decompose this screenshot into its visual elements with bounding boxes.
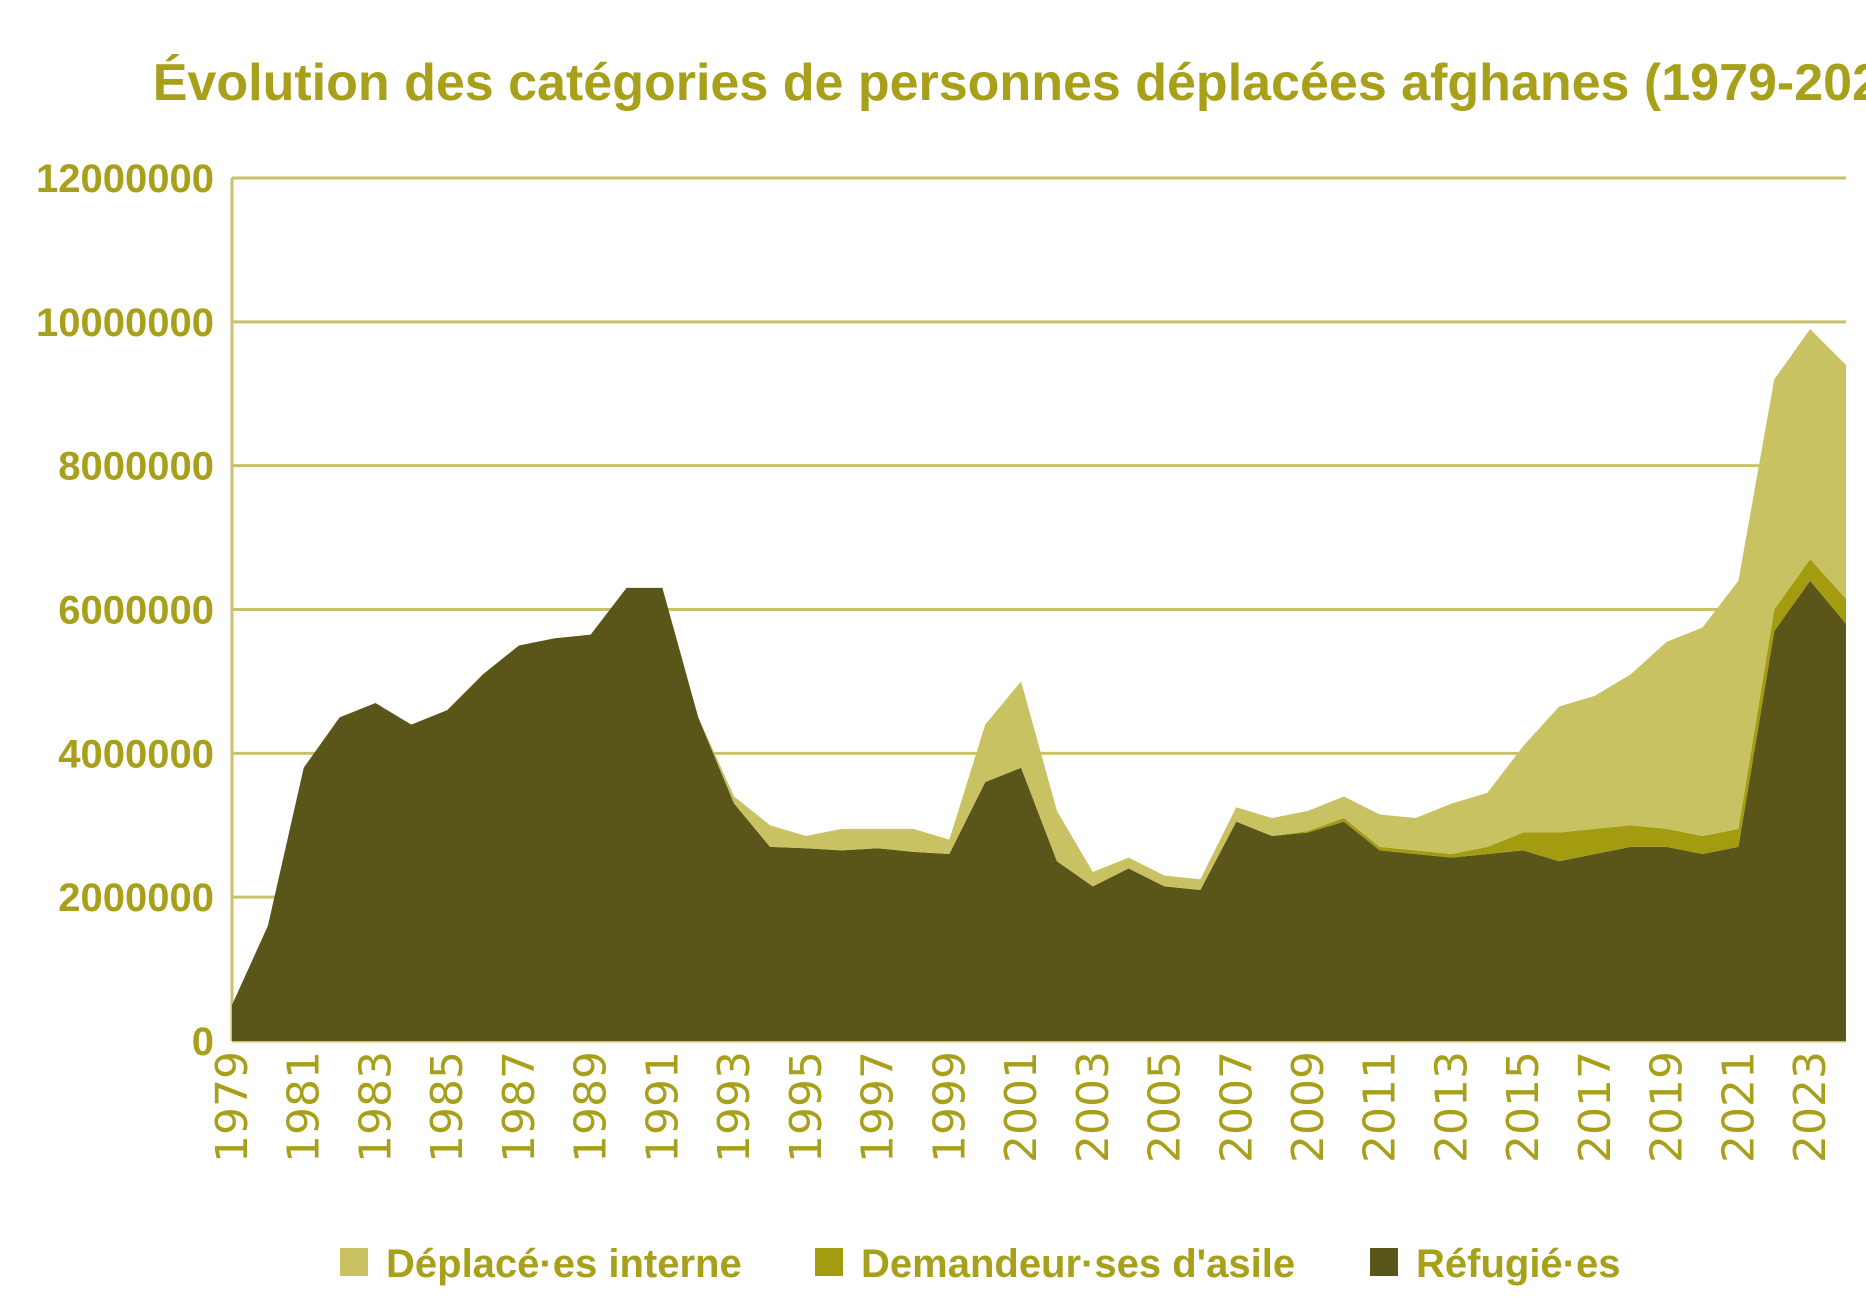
y-tick-label: 10000000 <box>36 301 214 345</box>
plot-areas <box>232 329 1846 1041</box>
legend-swatch <box>340 1248 368 1276</box>
x-tick-label: 2009 <box>1283 1051 1334 1163</box>
x-tick-label: 1985 <box>422 1051 473 1163</box>
x-tick-label: 1997 <box>853 1051 904 1163</box>
x-tick-label: 2015 <box>1498 1051 1549 1163</box>
legend-label: Réfugié·es <box>1416 1242 1621 1286</box>
x-tick-label: 2023 <box>1785 1051 1836 1163</box>
legend-label: Déplacé·es interne <box>386 1242 742 1286</box>
x-tick-label: 1995 <box>781 1051 832 1163</box>
y-tick-label: 8000000 <box>58 445 214 489</box>
x-axis: 1979 1981 1983 1985 1987 1989 1991 1993 1995 1997… <box>207 1051 1836 1163</box>
area-series-2 <box>232 329 1846 1006</box>
legend: Déplacé·es interne Demandeur·ses d'asile R… <box>340 1242 1621 1286</box>
x-tick-label: 1993 <box>709 1051 760 1163</box>
area-series-0 <box>232 580 1846 1041</box>
legend-swatch <box>815 1248 843 1276</box>
x-tick-label: 1979 <box>207 1051 258 1163</box>
x-tick-label: 2013 <box>1426 1051 1477 1163</box>
x-tick-label: 2003 <box>1068 1051 1119 1163</box>
x-tick-label: 2019 <box>1642 1051 1693 1163</box>
y-tick-label: 0 <box>192 1020 214 1064</box>
legend-swatch <box>1370 1248 1398 1276</box>
legend-label: Demandeur·ses d'asile <box>861 1242 1295 1286</box>
x-tick-label: 2017 <box>1570 1051 1621 1163</box>
y-tick-label: 12000000 <box>36 157 214 201</box>
x-tick-label: 1991 <box>637 1051 688 1163</box>
x-tick-label: 1981 <box>279 1051 330 1163</box>
x-tick-label: 1989 <box>566 1051 617 1163</box>
x-tick-label: 2007 <box>1211 1051 1262 1163</box>
x-tick-label: 1987 <box>494 1051 545 1163</box>
x-tick-label: 2001 <box>996 1051 1047 1163</box>
x-tick-label: 2005 <box>1140 1051 1191 1163</box>
y-tick-label: 6000000 <box>58 589 214 633</box>
x-tick-label: 2021 <box>1713 1051 1764 1163</box>
x-tick-label: 1983 <box>350 1051 401 1163</box>
x-tick-label: 2011 <box>1355 1051 1406 1163</box>
x-tick-label: 1999 <box>924 1051 975 1163</box>
y-tick-label: 4000000 <box>58 732 214 776</box>
chart-title: Évolution des catégories de personnes dé… <box>153 54 1866 112</box>
y-axis: 0 2000000 4000000 6000000 8000000 10000000 120… <box>36 157 214 1064</box>
y-tick-label: 2000000 <box>58 876 214 920</box>
